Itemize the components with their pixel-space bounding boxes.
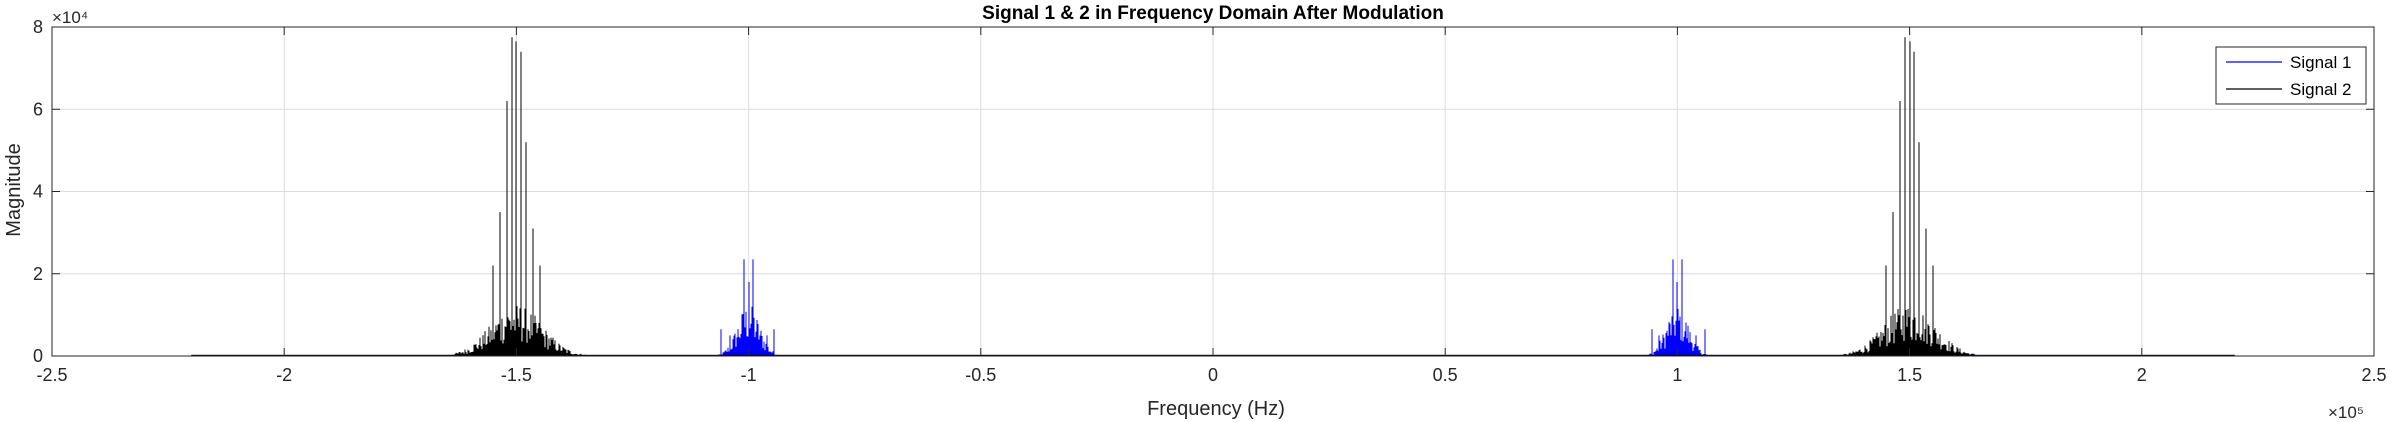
x-axis-label: Frequency (Hz) [1147,398,1285,420]
x-tick-label: 0 [1208,365,1218,385]
chart-title: Signal 1 & 2 in Frequency Domain After M… [982,3,1444,24]
x-tick-label: 1.5 [1897,365,1922,385]
legend-label: Signal 2 [2290,80,2351,99]
legend: Signal 1 Signal 2 [2215,46,2367,105]
x-tick-label: 0.5 [1433,365,1458,385]
x-exponent-label: ×10⁵ [2328,403,2364,422]
tick-labels: -2.5 -2 -1.5 -1 -0.5 0 0.5 1 1.5 2 2.5 0 2 4 6 8 [33,17,2387,385]
y-tick-label: 6 [33,99,43,119]
x-tick-label: 1 [1672,365,1682,385]
y-tick-label: 4 [33,182,43,202]
y-tick-label: 0 [33,346,43,366]
legend-label: Signal 1 [2290,53,2351,72]
y-axis-label: Magnitude [3,143,25,236]
legend-box [2215,46,2367,105]
ticks [51,26,2375,357]
y-exponent-label: ×10⁴ [52,8,88,27]
x-tick-label: -2 [276,365,292,385]
x-tick-label: -2.5 [36,365,67,385]
x-tick-label: -0.5 [965,365,996,385]
x-tick-label: -1 [741,365,757,385]
y-tick-label: 2 [33,264,43,284]
y-tick-label: 8 [33,17,43,37]
x-tick-label: -1.5 [501,365,532,385]
x-tick-label: 2 [2137,365,2147,385]
x-tick-label: 2.5 [2361,365,2386,385]
